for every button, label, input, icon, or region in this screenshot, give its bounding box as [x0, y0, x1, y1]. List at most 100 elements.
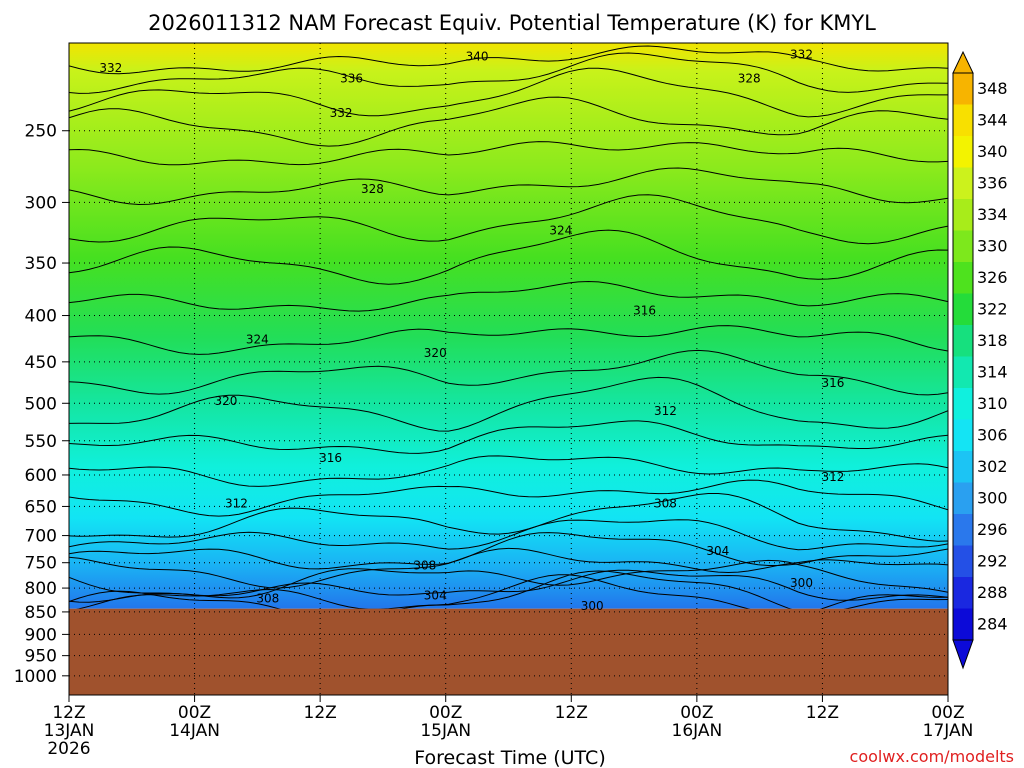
colorbar-swatch	[953, 482, 973, 515]
contour-label: 300	[790, 576, 813, 590]
contour-label: 332	[330, 106, 353, 120]
x-tick-label: 12Z	[555, 703, 588, 723]
y-tick-label: 500	[25, 394, 57, 414]
colorbar-swatch	[953, 419, 973, 452]
y-tick-label: 400	[25, 307, 57, 327]
colorbar-label: 288	[977, 583, 1008, 602]
contour-label: 340	[466, 50, 489, 64]
contour-line	[69, 493, 948, 542]
contour-line	[69, 45, 948, 75]
y-tick-label: 950	[25, 647, 57, 667]
colorbar-label: 310	[977, 394, 1008, 413]
x-tick-label: 15JAN	[420, 721, 471, 741]
colorbar-top-arrow	[952, 50, 974, 74]
contour-label: 316	[319, 451, 342, 465]
below-ground-area	[69, 608, 948, 695]
y-tick-label: 900	[25, 625, 57, 645]
colorbar-label: 284	[977, 614, 1008, 633]
x-tick-label: 12Z	[52, 703, 85, 723]
x-tick-label: 00Z	[931, 703, 964, 723]
contour-line	[69, 167, 948, 206]
colorbar-label: 326	[977, 268, 1008, 287]
contour-line	[69, 532, 948, 570]
plot-frame	[68, 42, 949, 696]
contour-label: 312	[225, 496, 248, 510]
y-axis-ticks: 2503003504004505005506006507007508008509…	[14, 122, 69, 687]
y-tick-label: 550	[25, 432, 57, 452]
colorbar-swatch	[953, 104, 973, 137]
y-tick-label: 250	[25, 122, 57, 142]
contour-line	[69, 559, 948, 599]
colorbar-swatch	[953, 514, 973, 546]
colorbar-label: 334	[977, 205, 1008, 224]
contour-line	[69, 349, 948, 396]
contour-line	[69, 569, 948, 603]
x-tick-label: 00Z	[429, 703, 462, 723]
contour-label: 324	[549, 223, 572, 237]
colorbar-label: 330	[977, 236, 1008, 255]
colorbar-label: 306	[977, 425, 1008, 444]
contour-label: 300	[581, 599, 604, 613]
contour-label: 320	[424, 346, 447, 360]
contour-line	[69, 547, 948, 589]
colorbar-bottom-arrow	[952, 639, 974, 670]
contour-line	[69, 52, 948, 94]
contour-labels: 332 340 332 336 328 332 328 324 316 324 320 316 320 3…	[99, 48, 844, 613]
x-tick-label: 00Z	[178, 703, 211, 723]
y-tick-label: 650	[25, 497, 57, 517]
chart-title: 2026011312 NAM Forecast Equiv. Potential…	[148, 11, 876, 35]
contour-label: 312	[821, 470, 844, 484]
colorbar-swatch	[953, 608, 973, 641]
contour-lines	[69, 45, 948, 622]
contour-label: 328	[738, 72, 761, 86]
colorbar-swatch	[953, 167, 973, 200]
atmosphere-field	[69, 43, 948, 609]
contour-label: 332	[99, 61, 122, 75]
x-tick-label: 2026	[47, 739, 90, 759]
contour-line	[69, 96, 948, 147]
contour-line	[69, 229, 948, 285]
contour-label: 336	[340, 72, 363, 86]
x-tick-label: 16JAN	[672, 721, 723, 741]
x-tick-label: 13JAN	[44, 721, 95, 741]
contour-label: 312	[654, 404, 677, 418]
contour-line	[69, 141, 948, 166]
y-tick-label: 450	[25, 353, 57, 373]
contour-line	[69, 376, 948, 432]
contour-line	[69, 67, 948, 118]
colorbar: 348 344 340 336 334 330 326 322 318 314 310 306 302 3…	[952, 50, 1008, 670]
colorbar-label: 302	[977, 457, 1008, 476]
contour-line	[69, 420, 948, 454]
colorbar-label: 348	[977, 79, 1008, 98]
colorbar-swatch	[953, 293, 973, 326]
colorbar-swatch	[953, 388, 973, 420]
colorbar-label: 336	[977, 173, 1008, 192]
colorbar-frame	[952, 72, 974, 641]
contour-label: 308	[256, 592, 279, 606]
y-tick-label: 600	[25, 466, 57, 486]
contour-line	[69, 479, 948, 517]
contour-label: 332	[790, 48, 813, 62]
y-tick-label: 700	[25, 527, 57, 547]
colorbar-label: 344	[977, 110, 1008, 129]
colorbar-swatch	[953, 356, 973, 389]
contour-line	[69, 194, 948, 245]
credit-link[interactable]: coolwx.com/modelts	[850, 747, 1014, 766]
contour-line	[69, 455, 948, 487]
contour-label: 316	[633, 304, 656, 318]
grid-lines	[69, 43, 948, 695]
y-tick-label: 300	[25, 193, 57, 213]
y-tick-label: 750	[25, 554, 57, 574]
contour-label: 304	[424, 588, 447, 602]
contour-label: 324	[246, 332, 269, 346]
contour-line	[69, 325, 948, 355]
colorbar-swatch	[953, 325, 973, 357]
y-tick-label: 1000	[14, 667, 57, 687]
y-tick-label: 850	[25, 603, 57, 623]
colorbar-swatch	[953, 199, 973, 231]
contour-line	[69, 280, 948, 312]
colorbar-swatch	[953, 136, 973, 168]
colorbar-label: 314	[977, 362, 1008, 381]
